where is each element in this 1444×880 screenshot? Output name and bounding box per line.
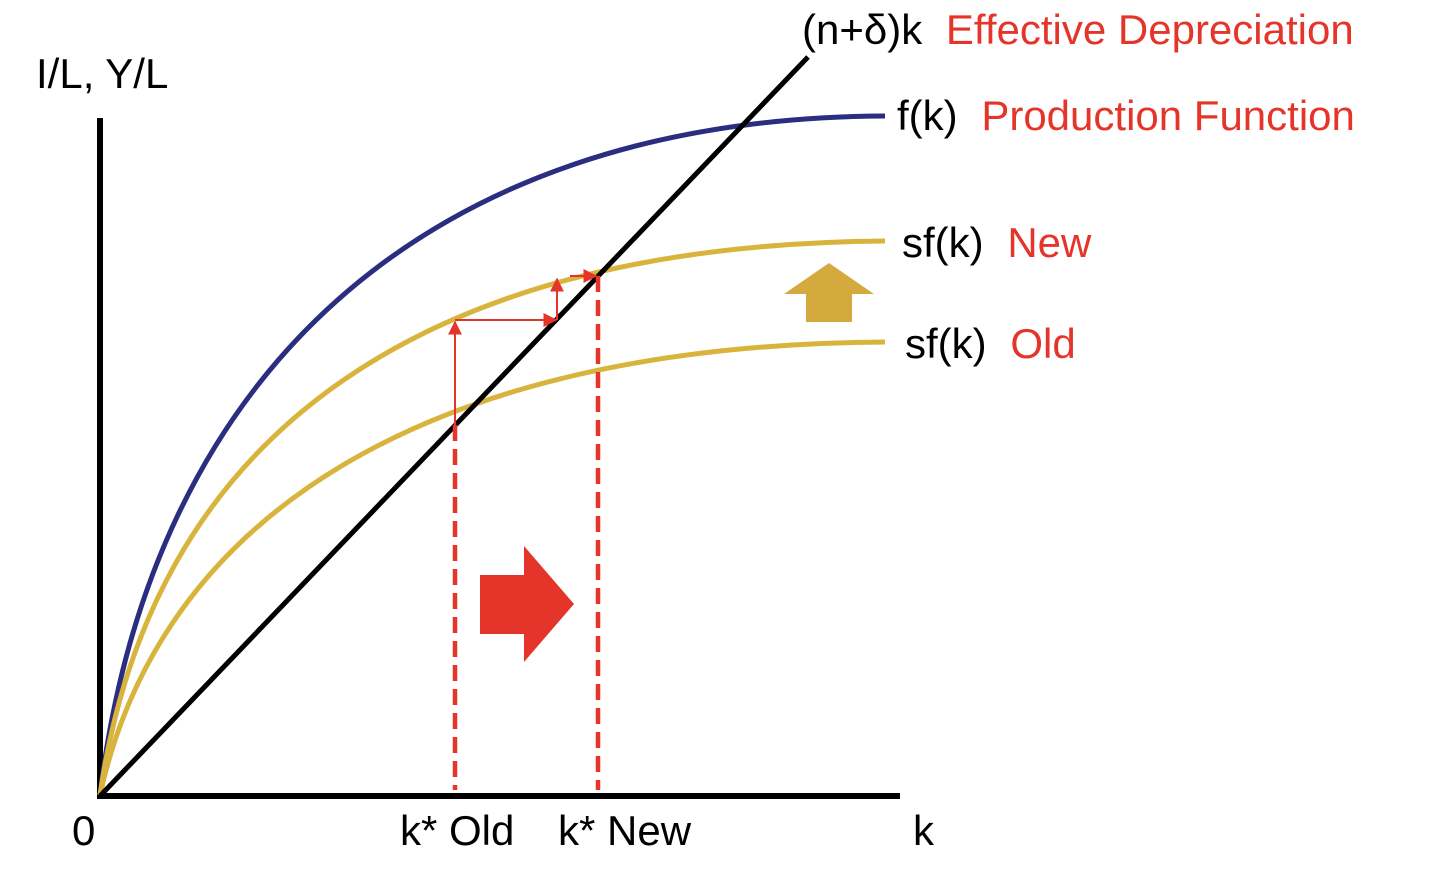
x-axis-label: k (913, 807, 935, 854)
savings-increase-arrow-icon (784, 263, 874, 322)
production-name: Production Function (981, 92, 1355, 139)
production-function-curve (97, 113, 886, 796)
k-star-old-label: k* Old (400, 807, 514, 854)
depreciation-name: Effective Depreciation (946, 6, 1354, 53)
capital-increase-arrow-icon (480, 546, 574, 662)
savings-curve-old (97, 339, 886, 796)
savings-old-name: Old (1010, 320, 1075, 367)
depreciation-expr: (n+δ)k (802, 6, 923, 53)
origin-label: 0 (72, 807, 95, 854)
savings-new-label: sf(k) New (902, 219, 1092, 266)
savings-old-label: sf(k) Old (905, 320, 1076, 367)
production-expr: f(k) (897, 92, 958, 139)
savings-new-name: New (1007, 219, 1092, 266)
savings-curve-new (97, 238, 886, 796)
savings-old-expr: sf(k) (905, 320, 987, 367)
production-label: f(k) Production Function (897, 92, 1355, 139)
depreciation-label: (n+δ)k Effective Depreciation (802, 6, 1354, 53)
k-star-new-label: k* New (558, 807, 692, 854)
y-axis-label: I/L, Y/L (36, 50, 168, 97)
savings-new-expr: sf(k) (902, 219, 984, 266)
